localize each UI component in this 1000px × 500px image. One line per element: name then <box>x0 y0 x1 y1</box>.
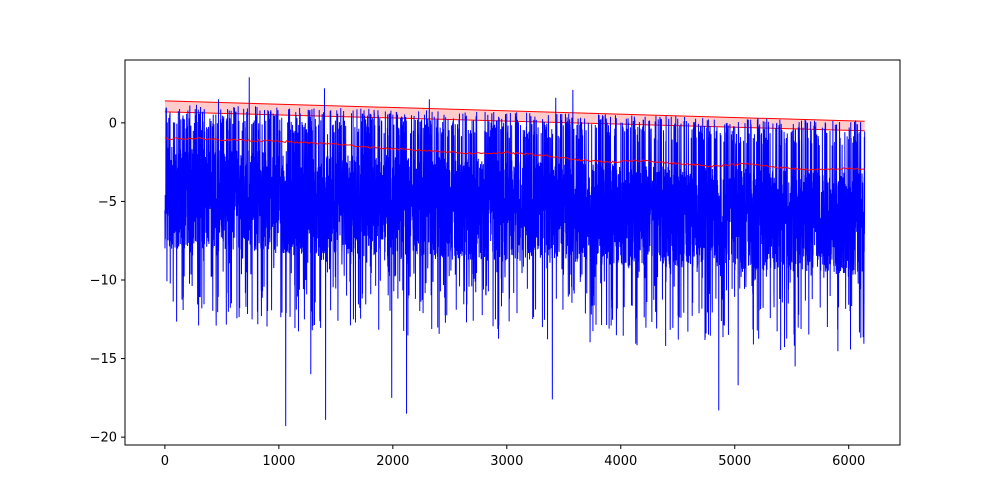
x-tick-label: 5000 <box>718 454 751 469</box>
y-tick-label: −5 <box>98 195 117 210</box>
y-tick-label: 0 <box>109 116 117 131</box>
x-tick-label: 1000 <box>262 454 295 469</box>
signal-line <box>164 77 866 427</box>
x-tick-label: 6000 <box>832 454 865 469</box>
axes: 0 1000 2000 3000 4000 5000 6000 0 −5 −10 −15 −20 <box>90 59 901 469</box>
confidence-band-upper <box>164 100 865 122</box>
y-tick-label: −10 <box>90 274 117 289</box>
confidence-band-fill <box>164 100 865 131</box>
axes-frame <box>124 59 901 446</box>
plot-area <box>164 77 866 427</box>
x-tick-label: 4000 <box>604 454 637 469</box>
y-tick-label: −20 <box>90 431 117 446</box>
x-tick-label: 3000 <box>490 454 523 469</box>
x-tick-label: 0 <box>161 454 169 469</box>
x-tick-label: 2000 <box>376 454 409 469</box>
moving-average-line <box>164 137 865 172</box>
y-tick-label: −15 <box>90 352 117 367</box>
